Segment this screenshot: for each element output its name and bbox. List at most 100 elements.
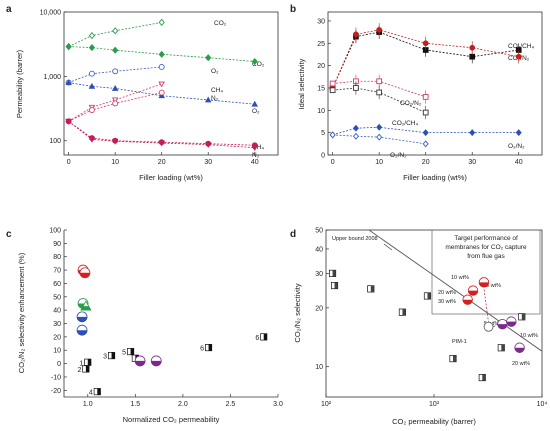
series-label-b-co2ch4-filled: CO₂/CH₄ [508,43,534,50]
b-series-3-point-1 [353,85,359,91]
d-point-8-fill [521,313,525,320]
d-xtick-0: 10² [321,401,332,408]
a-series-2-line [68,66,162,83]
panel-b-ylabel: Ideal selectivity [297,58,306,109]
d-point-7-fill [482,374,486,381]
c-xtick-4: 3.0 [273,401,283,408]
series-label-b-co2ch4-open: CO₂/CH₄ [392,120,418,127]
b-series-3-point-0 [329,87,336,94]
a-series-1-point-5 [251,57,258,66]
c-point-1 [79,267,91,279]
c-ytick-3: 10 [53,348,61,355]
b-ytick-6: 30 [317,18,325,25]
b-xtick-4: 40 [515,159,523,166]
c-point-8-label: 3 [103,354,107,361]
b-series-3-point-2 [376,89,383,96]
a-ytick-0: 100 [49,138,61,145]
a-series-2-point-1 [88,70,95,77]
a-ytick-1: 1,000 [43,74,61,81]
panel-d-decor: Upper bound 2008 Target performance of m… [332,229,541,367]
c-point-9-label: 4 [89,390,93,397]
panel-a-ylabel: Permeability (barrer) [15,49,24,118]
d-ytick-3: 40 [315,246,323,253]
c-point-10 [127,348,135,356]
annot-20wt-purple: 20 wt% [512,361,530,367]
c-point-4 [76,311,88,323]
panel-d-frame [325,229,543,398]
c-point-12 [134,355,146,367]
panel-a-xlabel: Filler loading (wt%) [139,173,203,182]
annot-10wt-purple: 10 wt% [520,333,538,339]
d-point-6-fill [501,344,505,351]
c-point-14-label: 6 [200,346,204,353]
d-point-13-fill [497,324,508,329]
b-xtick-1: 10 [375,159,383,166]
b-ytick-2: 10 [317,108,325,115]
a-xtick-0: 0 [67,159,71,166]
d-point-2-fill [370,285,375,293]
d-xtick-2: 10⁴ [537,401,548,408]
c-ytick-1: -10 [51,374,61,381]
a-series-7-line [68,121,255,149]
b-series-4-point-2 [376,123,383,131]
c-point-7-label: 2 [77,367,81,374]
a-series-4-line [68,83,162,122]
a-series-6-line [68,121,255,146]
a-series-1-point-0 [65,43,72,51]
a-series-5-point-1 [88,107,95,113]
c-point-6 [84,358,92,366]
series-label-a-o2-filled: O₂ [252,108,260,115]
c-point-9-fill [97,388,101,395]
c-point-1-fill [79,272,90,278]
c-point-3-fill [80,306,91,311]
d-point-11 [462,294,473,305]
d-point-2 [367,285,375,293]
b-series-5-point-3 [422,140,429,148]
panel-a-plot [65,18,259,152]
a-series-0-point-1 [88,32,96,40]
b-ytick-0: 0 [321,153,325,160]
b-series-1-point-4 [469,44,476,51]
a-xtick-2: 20 [158,159,166,166]
d-point-14-fill [506,321,517,327]
d-point-4 [423,292,432,300]
d-point-13 [497,318,508,330]
c-ytick-10: 80 [53,254,61,261]
c-point-10-label: 5 [122,350,126,357]
c-ytick-12: 100 [49,228,61,235]
b-series-0-line [332,31,519,89]
panel-b-frame [327,11,543,156]
pim-arrow-red [483,288,489,323]
a-series-4-point-2 [111,97,119,104]
a-ytick-2: 10,000 [40,10,62,17]
b-series-5-point-2 [376,133,383,141]
b-series-1-point-2 [376,27,383,33]
c-point-15 [260,333,268,341]
a-xtick-3: 30 [204,159,212,166]
c-xtick-2: 2.0 [178,401,188,408]
d-point-7 [478,374,486,382]
c-xtick-3: 2.5 [226,401,236,408]
d-ytick-4: 50 [315,228,323,235]
b-series-3-point-3 [422,109,429,116]
annot-30wt-red: 30 wt% [438,299,456,305]
c-point-13-fill [151,360,162,366]
d-point-1-fill [334,282,338,289]
series-label-a-co2-filled: CO₂ [252,61,265,68]
annot-5wt-red: 5 wt% [486,283,501,289]
b-series-2-line [332,80,426,98]
a-series-7-point-2 [111,138,119,145]
d-point-9-fill [479,282,489,288]
c-point-8-fill [111,352,115,359]
d-ytick-1: 20 [315,305,323,312]
upper-bound-label: Upper bound 2008 [332,236,378,242]
a-series-0-line [68,21,162,47]
d-point-5-fill [453,355,457,362]
c-ytick-8: 60 [53,281,61,288]
series-label-a-co2-open: CO₂ [214,20,227,27]
b-series-1-point-1 [353,31,359,38]
d-point-15-fill [514,347,525,353]
series-label-b-co2n2-open: CO₂/N₂ [400,100,422,107]
c-point-5-fill [77,330,88,336]
c-point-14-fill [208,344,212,351]
